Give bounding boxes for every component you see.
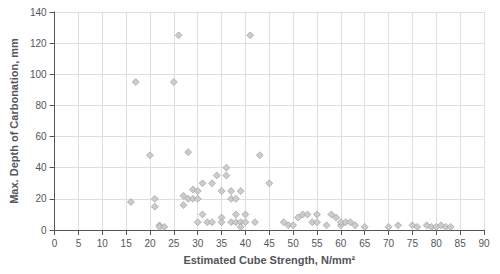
svg-text:50: 50 [288,238,300,249]
svg-text:75: 75 [407,238,419,249]
svg-text:85: 85 [455,238,467,249]
svg-text:20: 20 [35,193,47,204]
svg-text:Estimated Cube Strength, N/mm²: Estimated Cube Strength, N/mm² [183,254,355,266]
svg-text:10: 10 [97,238,109,249]
svg-text:0: 0 [41,225,47,236]
svg-text:90: 90 [478,238,490,249]
svg-text:35: 35 [216,238,228,249]
svg-text:55: 55 [311,238,323,249]
svg-text:15: 15 [121,238,133,249]
svg-text:80: 80 [35,100,47,111]
svg-text:70: 70 [383,238,395,249]
svg-text:45: 45 [264,238,276,249]
svg-text:0: 0 [52,238,58,249]
svg-text:120: 120 [30,38,47,49]
svg-text:25: 25 [168,238,180,249]
svg-text:40: 40 [240,238,252,249]
svg-text:65: 65 [359,238,371,249]
svg-text:5: 5 [76,238,82,249]
svg-text:80: 80 [431,238,443,249]
svg-text:30: 30 [192,238,204,249]
svg-text:20: 20 [144,238,156,249]
svg-text:Max. Depth of Carbonation, mm: Max. Depth of Carbonation, mm [8,38,20,204]
svg-text:60: 60 [335,238,347,249]
svg-text:100: 100 [30,69,47,80]
svg-text:140: 140 [30,7,47,18]
svg-text:40: 40 [35,162,47,173]
svg-text:60: 60 [35,131,47,142]
